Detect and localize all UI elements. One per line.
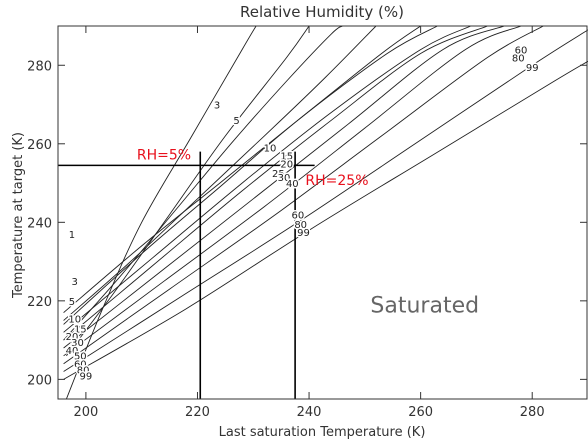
contour-line-5 xyxy=(63,26,343,341)
contour-line-10 xyxy=(63,26,377,321)
y-tick-label: 200 xyxy=(27,373,52,388)
contour-label: 15 xyxy=(280,151,293,162)
contour-line-1 xyxy=(65,26,257,399)
contour-label: 30 xyxy=(278,173,291,184)
contour-line-50 xyxy=(63,26,522,357)
contour-label: 60 xyxy=(292,210,305,221)
contour-line-80 xyxy=(63,29,588,372)
plot-frame xyxy=(57,25,588,400)
contour-label: 80 xyxy=(512,53,525,64)
y-axis-label: Temperature at target (K) xyxy=(11,132,26,299)
contour-line-40 xyxy=(63,26,505,349)
contour-label: 99 xyxy=(80,371,93,382)
contour-label: 40 xyxy=(66,346,79,357)
y-tick-label: 260 xyxy=(27,138,52,153)
contour-line-3 xyxy=(66,26,310,357)
contour-label: 5 xyxy=(233,116,239,127)
contour-line-60 xyxy=(63,26,544,365)
contour-label: 30 xyxy=(71,338,84,349)
contour-label: 1 xyxy=(69,230,75,241)
contour-label: 3 xyxy=(214,100,220,111)
contour-label: 40 xyxy=(286,179,299,190)
contour-line-25 xyxy=(63,26,471,333)
contour-label: 99 xyxy=(297,228,310,239)
contour-label: 3 xyxy=(72,277,78,288)
x-tick-label: 240 xyxy=(297,405,322,420)
x-tick-label: 280 xyxy=(520,405,545,420)
contour-labels: 1351015203040506080993510152025304060809… xyxy=(64,44,540,384)
contour-label: 15 xyxy=(74,324,87,335)
contour-label: 20 xyxy=(66,332,79,343)
x-axis-label: Last saturation Temperature (K) xyxy=(219,425,426,440)
x-tick-label: 220 xyxy=(185,405,210,420)
y-axis: 200 220 240 260 280 xyxy=(27,59,587,388)
y-tick-label: 280 xyxy=(27,59,52,74)
contour-label: 25 xyxy=(272,169,285,180)
contour-line-20 xyxy=(63,26,438,325)
rh-annotation: RH=5% xyxy=(137,147,191,163)
contour-label: 80 xyxy=(77,365,90,376)
saturated-region-label: Saturated xyxy=(370,294,479,319)
annotations: RH=5% RH=25% Saturated xyxy=(137,147,479,318)
contour-label: 20 xyxy=(280,159,293,170)
contour-label: 10 xyxy=(68,314,81,325)
contour-label: 50 xyxy=(74,352,87,363)
contour-label: 99 xyxy=(526,63,539,74)
rh-annotation: RH=25% xyxy=(305,173,368,189)
contour-line-30 xyxy=(63,26,488,341)
contour-lines xyxy=(63,26,588,399)
contour-line-15 xyxy=(63,26,421,313)
contour-line-99 xyxy=(63,60,588,380)
x-axis: 200 220 240 260 280 xyxy=(73,26,545,420)
x-tick-label: 200 xyxy=(73,405,98,420)
contour-label: 5 xyxy=(69,297,75,308)
contour-label: 60 xyxy=(515,45,528,56)
reference-lines xyxy=(58,151,315,399)
y-tick-label: 240 xyxy=(27,216,52,231)
x-tick-label: 260 xyxy=(408,405,433,420)
contour-label: 80 xyxy=(294,220,307,231)
contour-label: 10 xyxy=(264,144,277,155)
y-tick-label: 220 xyxy=(27,295,52,310)
contour-label: 60 xyxy=(74,360,87,371)
chart-title: Relative Humidity (%) xyxy=(240,3,404,21)
